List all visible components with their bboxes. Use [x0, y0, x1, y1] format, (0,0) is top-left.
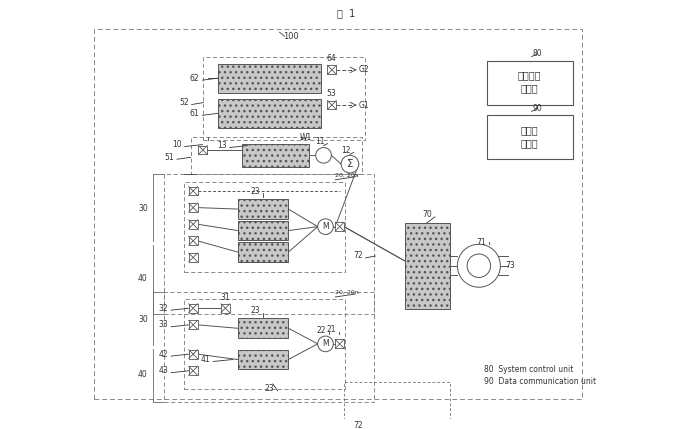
Text: 64: 64: [326, 54, 336, 63]
Text: 31: 31: [220, 293, 229, 302]
Text: 23: 23: [265, 384, 274, 393]
Bar: [328, 66, 336, 74]
Bar: [344, 382, 450, 429]
Text: 90  Data communication unit: 90 Data communication unit: [484, 377, 596, 386]
Circle shape: [341, 155, 359, 173]
Bar: [164, 292, 374, 402]
Text: データ
通信部: データ 通信部: [521, 125, 538, 148]
Text: 23: 23: [250, 306, 260, 315]
Text: 72: 72: [353, 421, 362, 429]
Bar: [184, 299, 345, 389]
Bar: [164, 174, 374, 314]
Bar: [203, 57, 365, 140]
Text: 40: 40: [138, 370, 148, 379]
Text: 62: 62: [190, 74, 200, 83]
Text: 11: 11: [315, 137, 324, 146]
Text: 43: 43: [159, 366, 168, 375]
Text: 12: 12: [341, 146, 351, 155]
Bar: [218, 63, 321, 93]
Text: 90: 90: [533, 104, 543, 113]
Text: 33: 33: [159, 320, 168, 329]
Text: W1: W1: [300, 133, 312, 142]
Bar: [188, 187, 198, 195]
Bar: [188, 304, 198, 313]
Text: 42: 42: [159, 350, 168, 359]
Bar: [238, 199, 288, 219]
Bar: [184, 182, 345, 272]
Bar: [188, 253, 198, 262]
Text: 41: 41: [200, 355, 210, 364]
Text: 61: 61: [190, 109, 200, 118]
Bar: [486, 115, 572, 159]
Text: 22: 22: [317, 326, 326, 335]
Bar: [335, 339, 344, 348]
Bar: [218, 99, 321, 128]
Circle shape: [467, 254, 491, 278]
Bar: [94, 29, 582, 399]
Text: G1: G1: [358, 100, 369, 109]
Bar: [188, 350, 198, 359]
Text: Σ: Σ: [346, 159, 353, 169]
Text: 図  1: 図 1: [337, 8, 355, 18]
Bar: [221, 304, 230, 313]
Circle shape: [317, 219, 333, 235]
Text: 23: 23: [250, 187, 260, 196]
Text: 13: 13: [217, 141, 227, 150]
Text: M: M: [322, 222, 328, 231]
Text: 20, 20a: 20, 20a: [335, 172, 359, 177]
Circle shape: [457, 244, 500, 287]
Text: 30: 30: [138, 315, 148, 324]
Text: 40: 40: [138, 274, 148, 283]
Bar: [405, 223, 450, 309]
Text: 80: 80: [533, 49, 543, 58]
Text: 73: 73: [505, 261, 515, 270]
Text: 51: 51: [164, 153, 174, 162]
Text: 52: 52: [179, 98, 188, 107]
Text: 80  System control unit: 80 System control unit: [484, 365, 573, 374]
Bar: [238, 242, 288, 262]
Text: 30: 30: [138, 204, 148, 213]
Circle shape: [316, 148, 331, 163]
Text: 100: 100: [283, 32, 299, 41]
Bar: [328, 101, 336, 109]
Bar: [191, 137, 362, 174]
Bar: [238, 221, 288, 240]
Bar: [188, 366, 198, 375]
Bar: [188, 220, 198, 229]
Bar: [238, 350, 288, 369]
Text: G2: G2: [358, 65, 369, 74]
Text: 72: 72: [353, 251, 362, 260]
Text: 32: 32: [159, 304, 168, 313]
Text: 71: 71: [476, 238, 486, 247]
Bar: [238, 318, 288, 338]
Bar: [335, 222, 344, 231]
Text: M: M: [322, 339, 328, 348]
Text: システム
制御部: システム 制御部: [518, 70, 541, 94]
Bar: [243, 144, 309, 167]
Bar: [188, 236, 198, 245]
Circle shape: [317, 336, 333, 352]
Bar: [198, 145, 207, 154]
Bar: [486, 60, 572, 105]
Bar: [188, 203, 198, 212]
Text: 10: 10: [172, 140, 182, 149]
Text: 53: 53: [326, 89, 336, 98]
Text: 21: 21: [326, 325, 336, 334]
Text: 20, 20n: 20, 20n: [335, 290, 359, 295]
Bar: [188, 320, 198, 329]
Text: 70: 70: [422, 211, 432, 219]
